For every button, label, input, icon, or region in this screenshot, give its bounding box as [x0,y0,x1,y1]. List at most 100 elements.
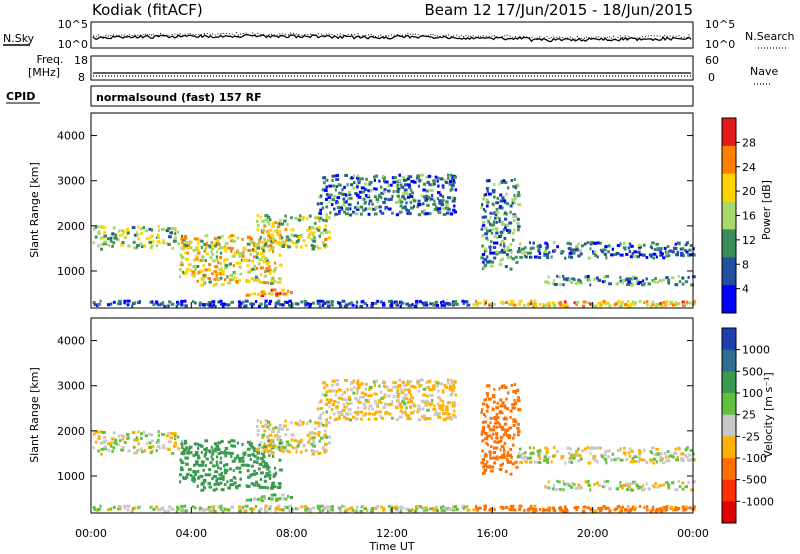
velocity-cell [92,506,96,509]
power-cell [667,281,670,285]
velocity-cell [189,451,193,455]
power-cell [249,293,253,297]
velocity-cell [493,461,497,465]
velocity-cell [445,408,449,412]
velocity-cell [196,470,200,473]
power-cell [229,274,233,277]
power-cell [200,283,205,287]
power-cell [499,193,503,197]
power-cell [256,246,261,250]
y-tick-label: 2000 [57,425,85,438]
velocity-cell [251,509,254,513]
power-cell [537,249,541,253]
power-cell [92,301,96,304]
velocity-cell [325,398,329,401]
velocity-cell [524,451,527,455]
power-cell [673,303,677,307]
velocity-cell [330,508,333,511]
velocity-cell [316,450,319,454]
velocity-cell [249,473,253,477]
velocity-cell [440,508,445,512]
velocity-cell [167,432,171,436]
velocity-cell [450,388,455,392]
power-cell [223,258,226,262]
power-cell [529,251,532,255]
power-cell [483,258,488,262]
power-cell [625,277,630,281]
power-cell [290,216,293,220]
velocity-cell [442,418,447,421]
velocity-cell [241,505,245,509]
velocity-cell [290,444,293,448]
velocity-cell [588,484,591,487]
velocity-cell [628,447,632,451]
power-cell [400,300,403,304]
velocity-cell [380,416,385,420]
power-cell [223,278,227,282]
noise-left-tick-bottom: 10^0 [58,38,88,51]
power-cell [401,195,405,199]
power-cell [343,185,346,189]
velocity-cell [205,446,208,450]
power-cell [270,292,274,296]
velocity-cell [118,434,121,438]
power-cell [235,261,239,265]
velocity-cell [142,431,145,434]
power-cell [382,201,386,204]
cpid-label: CPID [6,90,35,103]
power-cell [243,246,247,250]
power-cell [313,227,316,231]
power-cell [103,242,108,246]
power-cell [578,249,582,252]
velocity-cell [423,417,428,421]
velocity-cell [185,475,189,479]
velocity-cell [662,461,666,465]
power-cell [261,219,266,223]
power-cell [416,176,419,180]
power-cell [563,277,567,281]
velocity-cell [266,425,270,429]
velocity-cell [246,469,250,473]
velocity-cell [202,508,206,512]
power-cell [556,245,559,249]
power-cell [406,195,411,199]
velocity-cell [283,505,288,509]
power-cell [651,302,655,306]
power-cell [485,193,488,196]
power-cell [423,209,426,213]
power-cell [364,200,367,204]
velocity-cell [364,405,367,409]
velocity-cell [238,484,241,487]
power-cell [167,304,170,308]
power-cell [594,253,598,257]
power-cell [501,250,505,254]
velocity-cell [165,434,169,438]
velocity-cell [322,505,325,509]
velocity-cell [225,463,229,467]
velocity-cell [364,399,369,402]
power-cell [453,210,457,214]
velocity-cell [432,387,436,391]
velocity-cell [454,393,458,397]
velocity-cell [672,455,675,459]
velocity-cell [505,428,510,432]
power-cell [137,237,140,241]
power-cell [100,247,103,251]
power-cell [499,230,504,234]
velocity-cell [348,398,352,401]
velocity-cell [127,449,131,453]
power-cell [603,248,607,252]
power-cell [588,279,591,282]
power-cell [575,247,579,251]
power-cell [356,205,360,209]
power-cell [312,234,315,238]
power-cell [430,183,433,187]
velocity-cell [523,509,526,512]
velocity-cell [563,482,567,486]
velocity-cell [429,393,434,397]
velocity-cell [551,487,555,491]
velocity-cell [512,504,515,508]
power-cell [330,203,334,207]
power-cell [376,299,380,303]
power-cell [562,274,565,278]
